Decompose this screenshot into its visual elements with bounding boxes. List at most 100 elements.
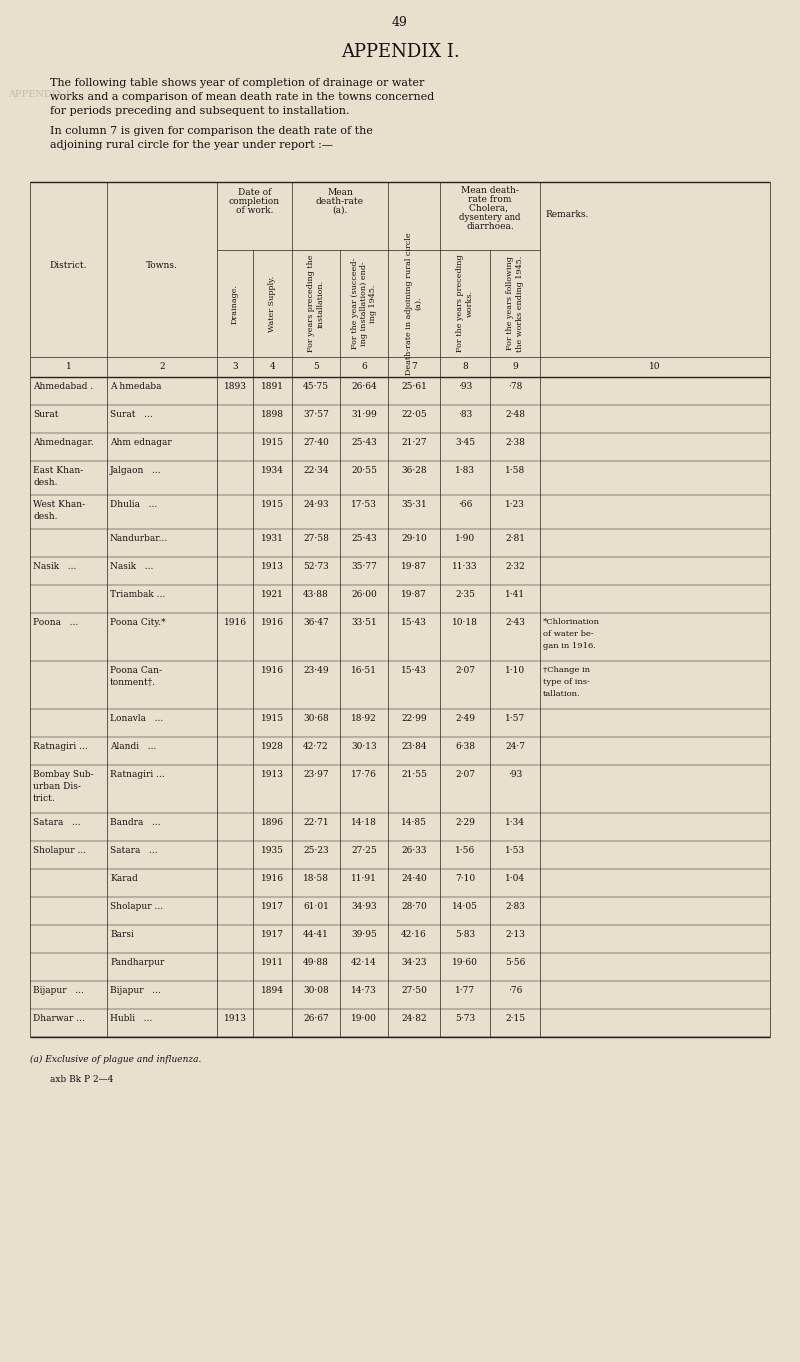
Text: works and a comparison of mean death rate in the towns concerned: works and a comparison of mean death rat… [50, 93, 434, 102]
Text: 29·10: 29·10 [401, 534, 427, 543]
Text: 15·43: 15·43 [401, 666, 427, 676]
Text: Satara   ...: Satara ... [33, 819, 81, 827]
Text: 1915: 1915 [261, 439, 284, 447]
Text: 37·57: 37·57 [303, 410, 329, 419]
Text: 14·85: 14·85 [401, 819, 427, 827]
Text: Nandurbar...: Nandurbar... [110, 534, 168, 543]
Text: 1916: 1916 [223, 618, 246, 627]
Text: 49·88: 49·88 [303, 957, 329, 967]
Text: 42·14: 42·14 [351, 957, 377, 967]
Text: Surat   ...: Surat ... [110, 410, 153, 419]
Text: 2·35: 2·35 [455, 590, 475, 599]
Text: APPENDIX I: APPENDIX I [8, 90, 70, 99]
Text: 23·97: 23·97 [303, 770, 329, 779]
Text: of work.: of work. [236, 206, 274, 215]
Text: adjoining rural circle for the year under report :—: adjoining rural circle for the year unde… [50, 140, 333, 150]
Text: Hubli   ...: Hubli ... [110, 1013, 152, 1023]
Text: 1917: 1917 [261, 930, 284, 938]
Text: 27·50: 27·50 [401, 986, 427, 996]
Text: 5·73: 5·73 [455, 1013, 475, 1023]
Text: 1·57: 1·57 [505, 714, 525, 723]
Text: 1·77: 1·77 [455, 986, 475, 996]
Text: Bijapur   ...: Bijapur ... [33, 986, 84, 996]
Text: Dharwar ...: Dharwar ... [33, 1013, 85, 1023]
Text: Ratnagiri ...: Ratnagiri ... [110, 770, 165, 779]
Text: 9: 9 [512, 362, 518, 370]
Text: 2·81: 2·81 [505, 534, 525, 543]
Text: Barsi: Barsi [110, 930, 134, 938]
Text: Death-rate in adjoining rural circle
(a).: Death-rate in adjoining rural circle (a)… [406, 232, 422, 375]
Text: 1928: 1928 [261, 742, 284, 750]
Text: Jalgaon   ...: Jalgaon ... [110, 466, 162, 475]
Text: 1·10: 1·10 [505, 666, 525, 676]
Text: Surat: Surat [33, 410, 58, 419]
Text: ·93: ·93 [458, 381, 472, 391]
Text: 25·23: 25·23 [303, 846, 329, 855]
Text: Nasik   ...: Nasik ... [33, 563, 76, 571]
Text: For the years following
the works ending 1945.: For the years following the works ending… [506, 256, 524, 351]
Text: 1896: 1896 [261, 819, 284, 827]
Text: In column 7 is given for comparison the death rate of the: In column 7 is given for comparison the … [50, 127, 373, 136]
Text: 42·72: 42·72 [303, 742, 329, 750]
Text: 1913: 1913 [261, 770, 284, 779]
Text: For the year (succeed-
ing installation) end-
ing 1945.: For the year (succeed- ing installation)… [350, 257, 378, 349]
Text: 1·56: 1·56 [455, 846, 475, 855]
Text: 2·49: 2·49 [455, 714, 475, 723]
Text: 3·45: 3·45 [455, 439, 475, 447]
Text: Date of: Date of [238, 188, 271, 197]
Text: 2·29: 2·29 [455, 819, 475, 827]
Text: Poona   ...: Poona ... [33, 618, 78, 627]
Text: Drainage.: Drainage. [231, 283, 239, 324]
Text: 2·07: 2·07 [455, 770, 475, 779]
Text: Bandra   ...: Bandra ... [110, 819, 161, 827]
Text: 15·43: 15·43 [401, 618, 427, 627]
Text: 34·93: 34·93 [351, 902, 377, 911]
Text: 14·73: 14·73 [351, 986, 377, 996]
Text: 1·04: 1·04 [505, 874, 525, 883]
Text: 23·84: 23·84 [401, 742, 427, 750]
Text: Mean death-: Mean death- [461, 187, 519, 195]
Text: Sholapur ...: Sholapur ... [33, 846, 86, 855]
Text: 1913: 1913 [223, 1013, 246, 1023]
Text: 26·64: 26·64 [351, 381, 377, 391]
Text: 39·95: 39·95 [351, 930, 377, 938]
Text: 2·07: 2·07 [455, 666, 475, 676]
Text: 19·60: 19·60 [452, 957, 478, 967]
Text: (a) Exclusive of plague and influenza.: (a) Exclusive of plague and influenza. [30, 1056, 202, 1064]
Text: urban Dis-: urban Dis- [33, 782, 81, 791]
Text: 24·7: 24·7 [505, 742, 525, 750]
Text: Lonavla   ...: Lonavla ... [110, 714, 163, 723]
Text: Ahm ednagar: Ahm ednagar [110, 439, 172, 447]
Text: 23·49: 23·49 [303, 666, 329, 676]
Text: A hmedaba: A hmedaba [110, 381, 162, 391]
Text: of water be-: of water be- [543, 631, 594, 637]
Text: 14·05: 14·05 [452, 902, 478, 911]
Text: 27·58: 27·58 [303, 534, 329, 543]
Text: 11·91: 11·91 [351, 874, 377, 883]
Text: For the years preceding
works.: For the years preceding works. [456, 255, 474, 353]
Text: 33·51: 33·51 [351, 618, 377, 627]
Text: 1·41: 1·41 [505, 590, 525, 599]
Text: 22·34: 22·34 [303, 466, 329, 475]
Text: 3: 3 [232, 362, 238, 370]
Text: 31·99: 31·99 [351, 410, 377, 419]
Text: 2·32: 2·32 [505, 563, 525, 571]
Text: Towns.: Towns. [146, 262, 178, 270]
Text: 1891: 1891 [261, 381, 284, 391]
Text: 22·99: 22·99 [401, 714, 427, 723]
Text: 26·33: 26·33 [402, 846, 426, 855]
Text: 14·18: 14·18 [351, 819, 377, 827]
Text: Satara   ...: Satara ... [110, 846, 158, 855]
Text: Poona City.*: Poona City.* [110, 618, 166, 627]
Text: 26·67: 26·67 [303, 1013, 329, 1023]
Text: ·66: ·66 [458, 500, 472, 509]
Text: 4: 4 [270, 362, 275, 370]
Text: Pandharpur: Pandharpur [110, 957, 164, 967]
Text: 6·38: 6·38 [455, 742, 475, 750]
Text: Bijapur   ...: Bijapur ... [110, 986, 161, 996]
Text: 24·82: 24·82 [401, 1013, 427, 1023]
Text: 49: 49 [392, 16, 408, 29]
Text: 18·58: 18·58 [303, 874, 329, 883]
Text: East Khan-: East Khan- [33, 466, 83, 475]
Text: 25·43: 25·43 [351, 534, 377, 543]
